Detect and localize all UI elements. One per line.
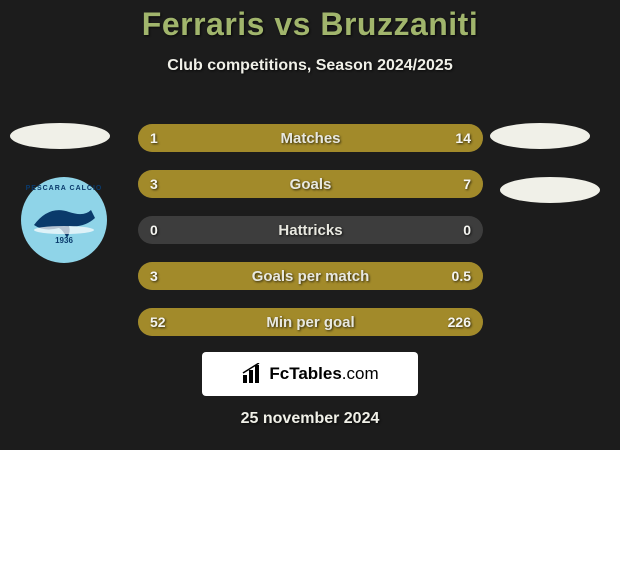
fctables-logo: FcTables.com bbox=[202, 352, 418, 396]
metric-label: Goals bbox=[138, 170, 483, 198]
metric-value-right: 226 bbox=[436, 308, 483, 336]
metric-row: Goals per match3 0.5 bbox=[138, 262, 483, 290]
page-title: Ferraris vs Bruzzaniti bbox=[0, 6, 620, 43]
player-right-badge-placeholder bbox=[490, 123, 590, 149]
metric-label: Min per goal bbox=[138, 308, 483, 336]
metric-value-left: 3 bbox=[138, 170, 170, 198]
club-left-badge-pescara: PESCARA CALCIO 1936 bbox=[21, 177, 107, 263]
metric-label: Goals per match bbox=[138, 262, 483, 290]
metric-row: Min per goal52 226 bbox=[138, 308, 483, 336]
metric-label: Hattricks bbox=[138, 216, 483, 244]
comparison-infographic: Ferraris vs Bruzzaniti Club competitions… bbox=[0, 0, 620, 450]
metric-value-right: 7 bbox=[451, 170, 483, 198]
logo-text: FcTables.com bbox=[269, 364, 378, 384]
metric-value-right: 0 bbox=[451, 216, 483, 244]
metric-label: Matches bbox=[138, 124, 483, 152]
club-right-badge-placeholder bbox=[500, 177, 600, 203]
club-badge-text: PESCARA CALCIO bbox=[21, 185, 107, 192]
player-left-badge-placeholder bbox=[10, 123, 110, 149]
metric-value-left: 0 bbox=[138, 216, 170, 244]
metric-row: Goals3 7 bbox=[138, 170, 483, 198]
metric-value-right: 0.5 bbox=[440, 262, 483, 290]
metric-value-left: 52 bbox=[138, 308, 178, 336]
snapshot-date: 25 november 2024 bbox=[0, 410, 620, 428]
club-badge-year: 1936 bbox=[21, 236, 107, 245]
dolphin-icon bbox=[29, 200, 99, 240]
bar-chart-icon bbox=[241, 363, 263, 385]
subtitle: Club competitions, Season 2024/2025 bbox=[0, 57, 620, 75]
metric-value-left: 1 bbox=[138, 124, 170, 152]
metric-row: Hattricks0 0 bbox=[138, 216, 483, 244]
comparison-bars: Matches114Goals37Hattricks00Goals per ma… bbox=[138, 124, 483, 354]
metric-value-right: 14 bbox=[443, 124, 483, 152]
metric-value-left: 3 bbox=[138, 262, 170, 290]
metric-row: Matches1 14 bbox=[138, 124, 483, 152]
